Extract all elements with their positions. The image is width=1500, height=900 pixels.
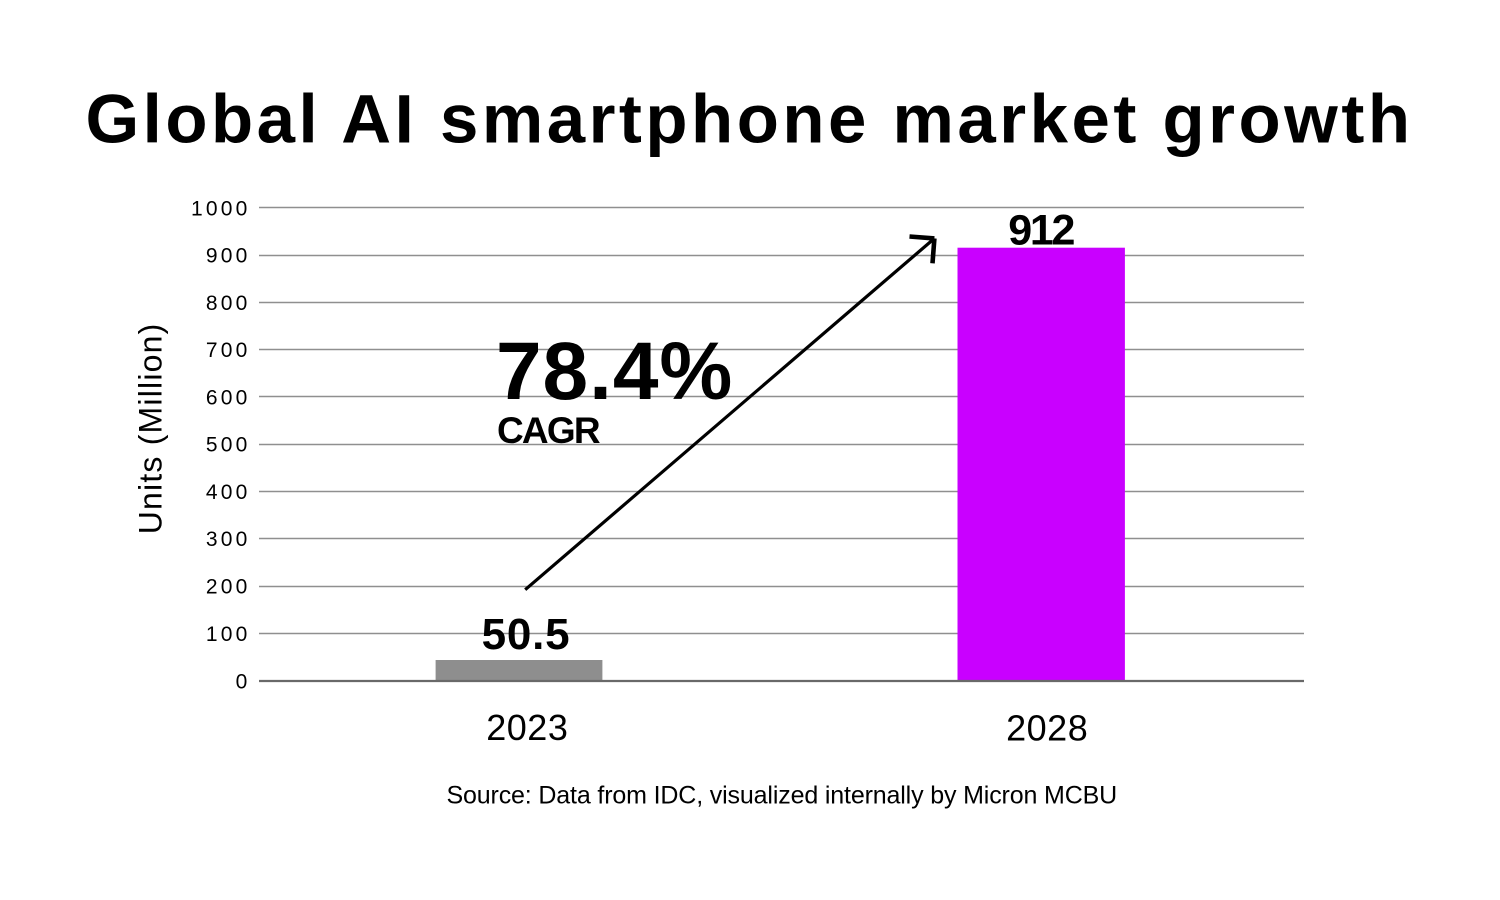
svg-text:50.5: 50.5 bbox=[482, 610, 571, 659]
svg-text:100: 100 bbox=[206, 623, 251, 646]
svg-text:2023: 2023 bbox=[486, 707, 568, 748]
svg-text:700: 700 bbox=[206, 339, 251, 362]
svg-text:78.4%: 78.4% bbox=[496, 326, 733, 417]
svg-text:400: 400 bbox=[206, 481, 251, 504]
svg-text:800: 800 bbox=[206, 292, 251, 315]
svg-text:200: 200 bbox=[206, 576, 251, 599]
svg-text:Source: Data from IDC, visuali: Source: Data from IDC, visualized intern… bbox=[447, 782, 1118, 810]
svg-text:0: 0 bbox=[236, 670, 251, 693]
svg-text:300: 300 bbox=[206, 528, 251, 551]
svg-text:600: 600 bbox=[206, 386, 251, 409]
svg-text:912: 912 bbox=[1008, 207, 1074, 255]
svg-text:Units (Million): Units (Million) bbox=[133, 323, 169, 535]
svg-text:900: 900 bbox=[206, 245, 251, 268]
svg-text:Global AI smartphone market gr: Global AI smartphone market growth bbox=[86, 81, 1414, 158]
svg-text:2028: 2028 bbox=[1006, 708, 1088, 749]
svg-text:500: 500 bbox=[206, 434, 251, 457]
svg-text:CAGR: CAGR bbox=[497, 410, 600, 451]
svg-text:1000: 1000 bbox=[191, 197, 251, 220]
